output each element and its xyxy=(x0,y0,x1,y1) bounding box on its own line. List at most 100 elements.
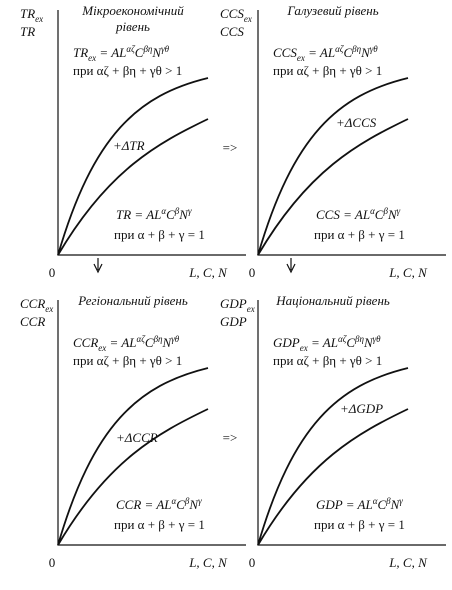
condition: при αζ + βη + γθ > 1 xyxy=(73,353,182,368)
text-segment: N xyxy=(360,45,371,60)
text-segment: C xyxy=(346,335,355,350)
y-label: GDPex xyxy=(220,296,255,314)
formula: GDPex = ALαζCβηNγθ xyxy=(273,334,381,353)
text-segment: GDP xyxy=(220,296,247,311)
text-segment: α xyxy=(370,206,375,216)
text-segment: αζ xyxy=(126,44,136,54)
origin-label: 0 xyxy=(49,265,56,280)
text-segment: α xyxy=(172,496,177,506)
text-segment: αζ xyxy=(338,334,348,344)
text-segment: ex xyxy=(247,304,255,314)
text-segment: C xyxy=(375,207,384,222)
y-label: CCS xyxy=(220,24,244,39)
delta-label: +ΔGDP xyxy=(340,401,383,416)
curve xyxy=(57,118,209,256)
formula: TRex = ALαζCβηNγθ xyxy=(73,44,170,63)
condition: при αζ + βη + γθ > 1 xyxy=(73,63,182,78)
text-segment: CCS = AL xyxy=(316,207,370,222)
curve xyxy=(257,408,409,546)
panel-title: Національний рівень xyxy=(275,293,390,308)
text-segment: γ xyxy=(397,206,401,216)
text-segment: βη xyxy=(351,44,361,54)
text-segment: = AL xyxy=(308,335,338,350)
text-segment: γθ xyxy=(370,44,379,54)
text-segment: = AL xyxy=(305,45,335,60)
origin-label: 0 xyxy=(249,265,256,280)
text-segment: β xyxy=(184,496,190,506)
panel-title: Мікроекономічний xyxy=(81,3,184,18)
formula: CCRex = ALαζCβηNγθ xyxy=(73,334,180,353)
tick-marker xyxy=(93,258,103,274)
panel-title: рівень xyxy=(115,19,150,34)
text-segment: GDP = AL xyxy=(316,497,373,512)
text-segment: N xyxy=(162,335,173,350)
x-label: L, C, N xyxy=(188,265,228,280)
text-segment: β xyxy=(382,206,388,216)
text-segment: γθ xyxy=(171,334,180,344)
text-segment: γθ xyxy=(161,44,170,54)
text-segment: ex xyxy=(45,304,53,314)
text-segment: α xyxy=(373,496,378,506)
text-segment: TR xyxy=(73,45,88,60)
text-segment: β xyxy=(385,496,391,506)
text-segment: CCS xyxy=(273,45,297,60)
text-segment: N xyxy=(178,207,189,222)
panel-title: Галузевий рівень xyxy=(286,3,378,18)
condition: при α + β + γ = 1 xyxy=(314,517,405,532)
text-segment: N xyxy=(188,497,199,512)
text-segment: γθ xyxy=(373,334,382,344)
arrow-label: => xyxy=(223,430,238,445)
text-segment: C xyxy=(176,497,185,512)
text-segment: ex xyxy=(300,343,308,353)
text-segment: ex xyxy=(297,53,305,63)
panel-title: Регіональний рівень xyxy=(77,293,188,308)
curve xyxy=(257,118,409,256)
text-segment: β xyxy=(174,206,180,216)
text-segment: CCR xyxy=(20,296,45,311)
delta-label: +ΔCCS xyxy=(336,115,377,130)
curve xyxy=(257,367,409,546)
text-segment: βη xyxy=(354,334,364,344)
curve xyxy=(257,77,409,256)
condition: при αζ + βη + γθ > 1 xyxy=(273,353,382,368)
y-label: TRex xyxy=(20,6,43,24)
text-segment: N xyxy=(151,45,162,60)
curve xyxy=(57,408,209,546)
condition: при α + β + γ = 1 xyxy=(114,227,205,242)
text-segment: GDP xyxy=(273,335,300,350)
y-label: CCR xyxy=(20,314,45,329)
origin-label: 0 xyxy=(249,555,256,570)
formula: GDP = ALαCβNγ xyxy=(316,496,403,512)
text-segment: = AL xyxy=(96,45,126,60)
text-segment: CCS xyxy=(220,6,244,21)
text-segment: ex xyxy=(244,14,252,24)
condition: при α + β + γ = 1 xyxy=(314,227,405,242)
text-segment: CCR = AL xyxy=(116,497,172,512)
formula: CCR = ALαCβNγ xyxy=(116,496,202,512)
curve xyxy=(57,77,209,256)
text-segment: C xyxy=(343,45,352,60)
text-segment: C xyxy=(166,207,175,222)
x-label: L, C, N xyxy=(188,555,228,570)
text-segment: γ xyxy=(399,496,403,506)
x-label: L, C, N xyxy=(388,555,428,570)
text-segment: ex xyxy=(98,343,106,353)
condition: при αζ + βη + γθ > 1 xyxy=(273,63,382,78)
text-segment: αζ xyxy=(335,44,345,54)
text-segment: γ xyxy=(188,206,192,216)
tick-marker xyxy=(286,258,296,274)
text-segment: ex xyxy=(35,14,43,24)
formula: CCSex = ALαζCβηNγθ xyxy=(273,44,378,63)
delta-label: +ΔTR xyxy=(113,138,145,153)
text-segment: C xyxy=(377,497,386,512)
text-segment: = AL xyxy=(106,335,136,350)
text-segment: C xyxy=(135,45,144,60)
text-segment: TR xyxy=(20,6,35,21)
text-segment: CCR xyxy=(73,335,98,350)
condition: при α + β + γ = 1 xyxy=(114,517,205,532)
text-segment: N xyxy=(387,207,398,222)
y-label: CCSex xyxy=(220,6,252,24)
text-segment: γ xyxy=(198,496,202,506)
text-segment: βη xyxy=(142,44,152,54)
